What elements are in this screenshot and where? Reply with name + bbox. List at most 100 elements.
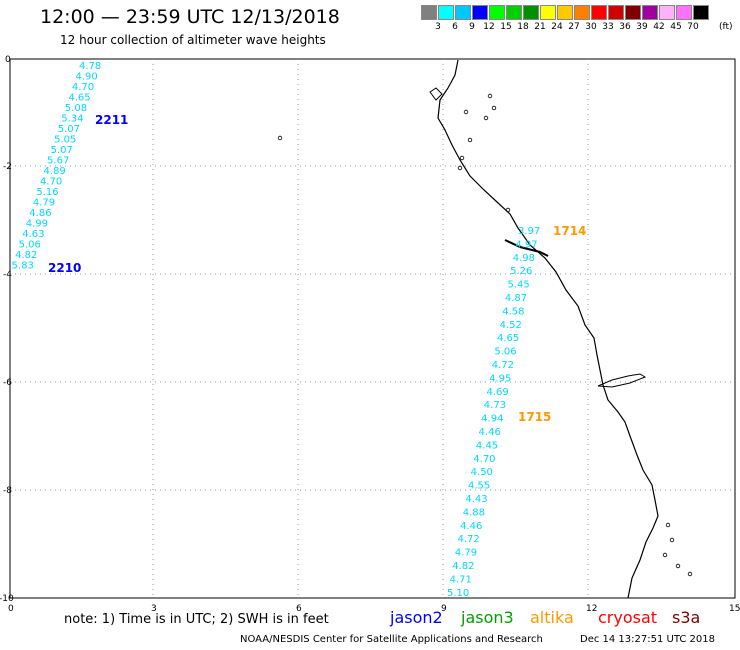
coastline-gulf: [597, 373, 647, 388]
wave-height-value: 5.16: [36, 187, 58, 198]
pass-label: 1714: [553, 224, 586, 238]
legend-note: note: 1) Time is in UTC; 2) SWH is in fe…: [64, 612, 329, 627]
wave-height-value: 4.70: [40, 177, 62, 188]
color-scale-label: 15: [500, 22, 512, 32]
color-scale-label: 3: [435, 22, 441, 32]
color-swatch: [608, 5, 624, 20]
color-swatch: [506, 5, 522, 20]
wave-height-value: 4.70: [473, 454, 495, 465]
wave-height-value: 4.88: [463, 507, 485, 518]
wave-height-value: 4.46: [460, 521, 482, 532]
x-tick-label: 15: [729, 604, 740, 614]
color-scale-label: 70: [687, 22, 699, 32]
y-tick-label: 0: [5, 55, 11, 65]
y-tick-label: -8: [3, 486, 12, 496]
wave-height-value: 4.65: [68, 93, 90, 104]
color-scale-label: 36: [619, 22, 631, 32]
color-scale-label: 12: [483, 22, 495, 32]
color-scale-label: 30: [585, 22, 597, 32]
wave-height-value: 4.65: [497, 333, 519, 344]
wave-height-value: 4.86: [29, 208, 51, 219]
color-swatch: [625, 5, 641, 20]
wave-height-value: 4.50: [471, 467, 493, 478]
wave-height-value: 4.95: [489, 373, 511, 384]
x-tick-label: 6: [296, 604, 302, 614]
color-swatch: [676, 5, 692, 20]
wave-height-value: 3.97: [518, 226, 540, 237]
color-scale-label: 33: [602, 22, 614, 32]
legend-cryosat: cryosat: [598, 608, 658, 627]
map-frame: [9, 58, 736, 599]
color-scale-label: 9: [469, 22, 475, 32]
y-tick-label: -4: [3, 270, 12, 280]
y-tick-label: -6: [3, 378, 12, 388]
color-scale-label: 18: [517, 22, 529, 32]
wave-height-value: 4.82: [15, 250, 37, 261]
wave-height-value: 4.89: [44, 166, 66, 177]
island: [463, 109, 469, 115]
x-tick-label: 9: [441, 604, 447, 614]
wave-height-value: 5.83: [12, 261, 34, 272]
color-swatch: [574, 5, 590, 20]
map-subtitle: 12 hour collection of altimeter wave hei…: [60, 33, 326, 47]
island: [662, 552, 668, 558]
legend-jason2: jason2: [390, 608, 443, 627]
wave-height-value: 5.34: [61, 114, 83, 125]
wave-height-value: 4.90: [75, 72, 97, 83]
color-swatch: [523, 5, 539, 20]
wave-height-value: 4.73: [484, 400, 506, 411]
color-swatch: [591, 5, 607, 20]
pass-label: 1715: [518, 410, 551, 424]
y-tick-label: -10: [0, 594, 14, 604]
wave-height-value: 5.10: [447, 588, 469, 599]
wave-height-value: 4.87: [505, 293, 527, 304]
x-tick-label: 0: [8, 604, 14, 614]
wave-height-value: 4.78: [79, 61, 101, 72]
wave-height-value: 4.72: [458, 534, 480, 545]
color-swatch: [455, 5, 471, 20]
pass-label: 2211: [95, 113, 128, 127]
wave-height-value: 4.63: [22, 229, 44, 240]
color-scale-label: 39: [636, 22, 648, 32]
island: [459, 155, 465, 161]
color-swatch: [438, 5, 454, 20]
footer-credit: NOAA/NESDIS Center for Satellite Applica…: [240, 634, 543, 645]
island: [687, 571, 693, 577]
x-tick-label: 3: [151, 604, 157, 614]
island: [665, 522, 671, 528]
wave-height-value: 5.45: [507, 280, 529, 291]
island: [467, 137, 473, 143]
map-grid: [9, 58, 736, 599]
wave-height-value: 4.46: [479, 427, 501, 438]
color-swatch: [540, 5, 556, 20]
color-swatch: [421, 5, 437, 20]
wave-height-value: 4.79: [455, 548, 477, 559]
wave-height-value: 4.52: [500, 320, 522, 331]
color-swatch: [693, 5, 709, 20]
color-scale-label: 42: [653, 22, 665, 32]
color-scale: (ft) 3 6 9 12 15 18 21 24 27 30 33 36 39 42 45 70: [421, 5, 733, 36]
island: [675, 563, 681, 569]
island: [669, 537, 675, 543]
color-scale-label: 27: [568, 22, 580, 32]
wave-height-value: 4.43: [465, 494, 487, 505]
wave-height-value: 4.69: [486, 387, 508, 398]
map-title: 12:00 — 23:59 UTC 12/13/2018: [40, 6, 340, 28]
wave-height-value: 4.79: [33, 198, 55, 209]
color-scale-unit: (ft): [719, 22, 733, 32]
island: [429, 87, 443, 101]
wave-height-value: 4.98: [513, 253, 535, 264]
color-scale-label: 6: [452, 22, 458, 32]
wave-height-value: 4.72: [492, 360, 514, 371]
color-swatch: [642, 5, 658, 20]
wave-height-value: 4.82: [452, 561, 474, 572]
island: [277, 135, 283, 141]
wave-height-value: 5.26: [510, 266, 532, 277]
color-swatch: [557, 5, 573, 20]
island: [483, 115, 489, 121]
wave-height-value: 5.07: [51, 145, 73, 156]
altimeter-tracks: 4.784.904.704.655.085.345.075.055.075.67…: [12, 61, 587, 599]
y-tick-label: -2: [3, 162, 12, 172]
wave-height-value: 4.94: [481, 414, 503, 425]
axis-ticks: 0 3 6 9 12 15 0 -2 -4 -6 -8 -10: [0, 55, 740, 614]
